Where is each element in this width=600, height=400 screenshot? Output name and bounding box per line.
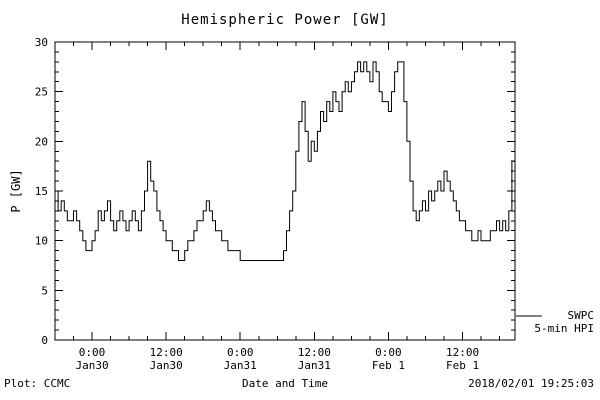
x-tick-date: Jan31 [224, 359, 257, 372]
plot-timestamp: 2018/02/01 19:25:03 [468, 377, 594, 390]
x-tick-time: 12:00 [298, 346, 331, 359]
x-tick-time: 0:00 [79, 346, 106, 359]
x-tick-date: Jan30 [75, 359, 108, 372]
y-tick-label: 25 [35, 86, 48, 99]
plot-credit: Plot: CCMC [4, 377, 71, 390]
y-tick-label: 20 [35, 135, 48, 148]
x-tick-date: Feb 1 [372, 359, 405, 372]
chart-title: Hemispheric Power [GW] [181, 12, 389, 28]
y-tick-label: 30 [35, 36, 48, 49]
x-tick-date: Jan30 [150, 359, 183, 372]
y-tick-label: 5 [41, 284, 48, 297]
legend-series-label: 5-min HPI [534, 322, 594, 335]
x-tick-time: 0:00 [375, 346, 402, 359]
x-axis-title: Date and Time [241, 377, 329, 390]
hpi-step-line [55, 61, 515, 261]
y-tick-label: 15 [35, 185, 48, 198]
x-tick-time: 12:00 [446, 346, 479, 359]
x-tick-time: 0:00 [227, 346, 254, 359]
axes [54, 41, 516, 341]
y-tick-label: 10 [35, 235, 48, 248]
legend-source-label: SWPC [567, 309, 595, 322]
x-tick-time: 12:00 [150, 346, 183, 359]
x-tick-date: Feb 1 [446, 359, 479, 372]
tick-labels: 0510152025300:00Jan3012:00Jan300:00Jan31… [35, 36, 479, 372]
y-tick-label: 0 [41, 334, 48, 347]
x-tick-date: Jan31 [298, 359, 331, 372]
